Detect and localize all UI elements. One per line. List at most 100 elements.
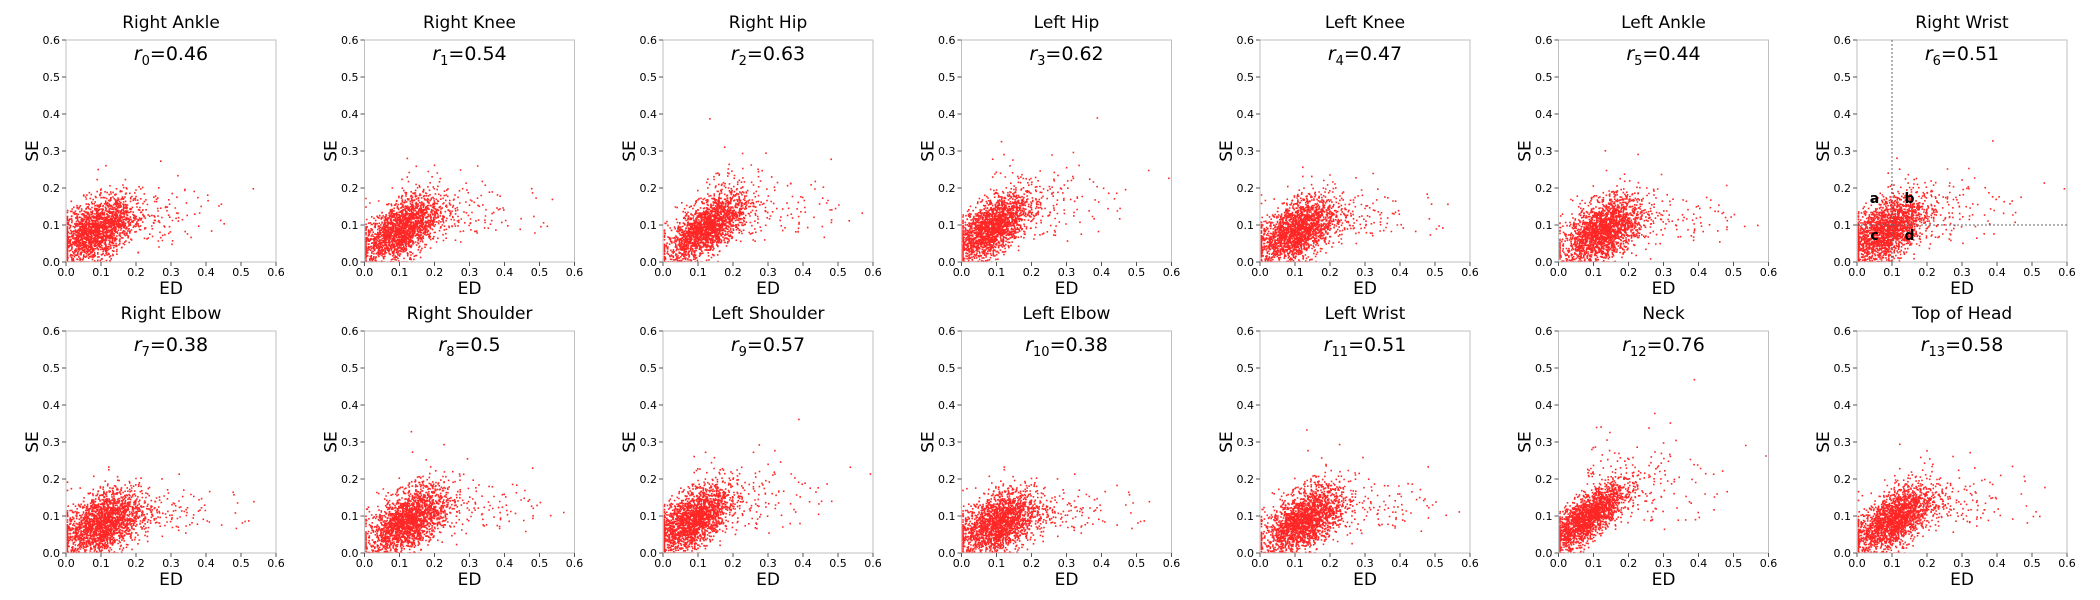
- y-tick-label: 0.5: [1535, 71, 1553, 84]
- panel-title: Left Knee: [1325, 13, 1405, 33]
- y-tick-label: 0.2: [640, 473, 658, 486]
- x-tick-label: 0.2: [1023, 557, 1041, 570]
- x-tick-label: 0.5: [1725, 557, 1743, 570]
- y-tick-label: 0.0: [1237, 256, 1255, 269]
- x-tick-label: 0.0: [1550, 266, 1568, 279]
- x-axis-label: ED: [1055, 570, 1079, 590]
- r-value: =0.51: [1348, 334, 1406, 356]
- y-tick-label: 0.3: [938, 436, 956, 449]
- x-tick-label: 0.4: [1093, 266, 1111, 279]
- correlation-annotation: r1=0.54: [432, 43, 506, 69]
- y-tick-label: 0.0: [1834, 256, 1852, 269]
- r-symbol: r: [731, 43, 740, 65]
- panel: Neck 0.00.0 0.1 0.1 0.2 0.2 0.3 0.3 0.4 0.4 0.5 0.5…: [1516, 304, 1778, 590]
- y-tick-label: 0.3: [43, 145, 61, 158]
- correlation-annotation: r13=0.58: [1921, 334, 2004, 360]
- y-tick-label: 0.5: [1237, 362, 1255, 375]
- x-tick-label: 0.1: [988, 266, 1006, 279]
- r-value: =0.51: [1941, 43, 1999, 65]
- x-tick-label: 0.4: [1988, 557, 2006, 570]
- y-tick-label: 0.6: [1834, 325, 1852, 338]
- y-tick-label: 0.2: [1237, 473, 1255, 486]
- y-tick-label: 0.5: [1535, 362, 1553, 375]
- x-tick-label: 0.3: [1058, 266, 1076, 279]
- x-tick-label: 0.3: [461, 557, 479, 570]
- y-tick-label: 0.6: [1535, 325, 1553, 338]
- x-tick-label: 0.2: [1321, 266, 1339, 279]
- x-tick-label: 0.0: [1251, 266, 1269, 279]
- scatter-points: [1260, 166, 1449, 262]
- x-tick-label: 0.4: [1988, 266, 2006, 279]
- correlation-annotation: r12=0.76: [1622, 334, 1705, 360]
- scatter-cloud: [365, 157, 554, 262]
- r-value: =0.63: [747, 43, 805, 65]
- x-tick-label: 0.6: [1163, 266, 1181, 279]
- r-symbol: r: [134, 43, 143, 65]
- x-tick-label: 0.1: [689, 266, 707, 279]
- y-axis-label: SE: [322, 431, 342, 453]
- y-tick-label: 0.0: [341, 256, 359, 269]
- r-symbol: r: [1925, 43, 1934, 65]
- r-subscript: 0: [142, 54, 150, 69]
- x-tick-label: 0.5: [531, 266, 549, 279]
- x-tick-label: 0.2: [1023, 266, 1041, 279]
- y-tick-label: 0.5: [43, 362, 61, 375]
- y-tick-label: 0.1: [1535, 510, 1553, 523]
- y-tick-label: 0.1: [1237, 510, 1255, 523]
- panel-title: Right Elbow: [121, 304, 222, 324]
- x-axis-label: ED: [1353, 279, 1377, 299]
- r-subscript: 4: [1336, 54, 1344, 69]
- y-axis-label: SE: [919, 431, 939, 453]
- panel-title: Right Hip: [729, 13, 807, 33]
- y-axis-label: SE: [23, 431, 43, 453]
- y-tick-label: 0.2: [640, 182, 658, 195]
- y-tick-label: 0.3: [1237, 145, 1255, 158]
- x-tick-label: 0.4: [197, 266, 215, 279]
- x-tick-label: 0.5: [531, 557, 549, 570]
- x-tick-label: 0.2: [724, 557, 742, 570]
- y-tick-label: 0.4: [43, 108, 61, 121]
- panel-title: Right Knee: [423, 13, 516, 33]
- y-tick-label: 0.1: [1834, 219, 1852, 232]
- y-tick-label: 0.5: [341, 362, 359, 375]
- panel-title: Right Shoulder: [407, 304, 533, 324]
- x-tick-label: 0.5: [1426, 266, 1444, 279]
- y-tick-label: 0.3: [640, 145, 658, 158]
- r-symbol: r: [1025, 334, 1034, 356]
- x-axis-label: ED: [1652, 279, 1676, 299]
- x-tick-label: 0.2: [1918, 266, 1936, 279]
- r-value: =0.38: [150, 334, 208, 356]
- r-subscript: 12: [1630, 345, 1647, 360]
- x-axis-label: ED: [1055, 279, 1079, 299]
- r-subscript: 9: [739, 345, 747, 360]
- quadrant-label: a: [1870, 191, 1879, 207]
- x-tick-label: 0.4: [794, 266, 812, 279]
- y-axis-label: SE: [1217, 140, 1237, 162]
- x-tick-label: 0.0: [654, 266, 672, 279]
- y-tick-label: 0.2: [43, 473, 61, 486]
- x-tick-label: 0.0: [953, 557, 971, 570]
- y-tick-label: 0.4: [938, 108, 956, 121]
- y-tick-label: 0.2: [938, 473, 956, 486]
- y-tick-label: 0.4: [1237, 399, 1255, 412]
- x-tick-label: 0.1: [689, 557, 707, 570]
- x-tick-label: 0.0: [953, 266, 971, 279]
- y-tick-label: 0.4: [1834, 108, 1852, 121]
- y-tick-label: 0.5: [1834, 71, 1852, 84]
- r-value: =0.5: [454, 334, 500, 356]
- x-tick-label: 0.3: [162, 557, 180, 570]
- y-axis-label: SE: [919, 140, 939, 162]
- r-value: =0.54: [448, 43, 506, 65]
- x-tick-label: 0.4: [1093, 557, 1111, 570]
- y-tick-label: 0.3: [341, 436, 359, 449]
- y-tick-label: 0.0: [938, 256, 956, 269]
- r-subscript: 7: [142, 345, 150, 360]
- y-tick-label: 0.1: [640, 510, 658, 523]
- y-tick-label: 0.0: [43, 547, 61, 560]
- x-tick-label: 0.1: [1585, 557, 1603, 570]
- y-tick-label: 0.0: [640, 256, 658, 269]
- y-tick-label: 0.0: [1237, 547, 1255, 560]
- x-tick-label: 0.2: [127, 557, 145, 570]
- correlation-annotation: r5=0.44: [1626, 43, 1700, 69]
- x-tick-label: 0.1: [1883, 557, 1901, 570]
